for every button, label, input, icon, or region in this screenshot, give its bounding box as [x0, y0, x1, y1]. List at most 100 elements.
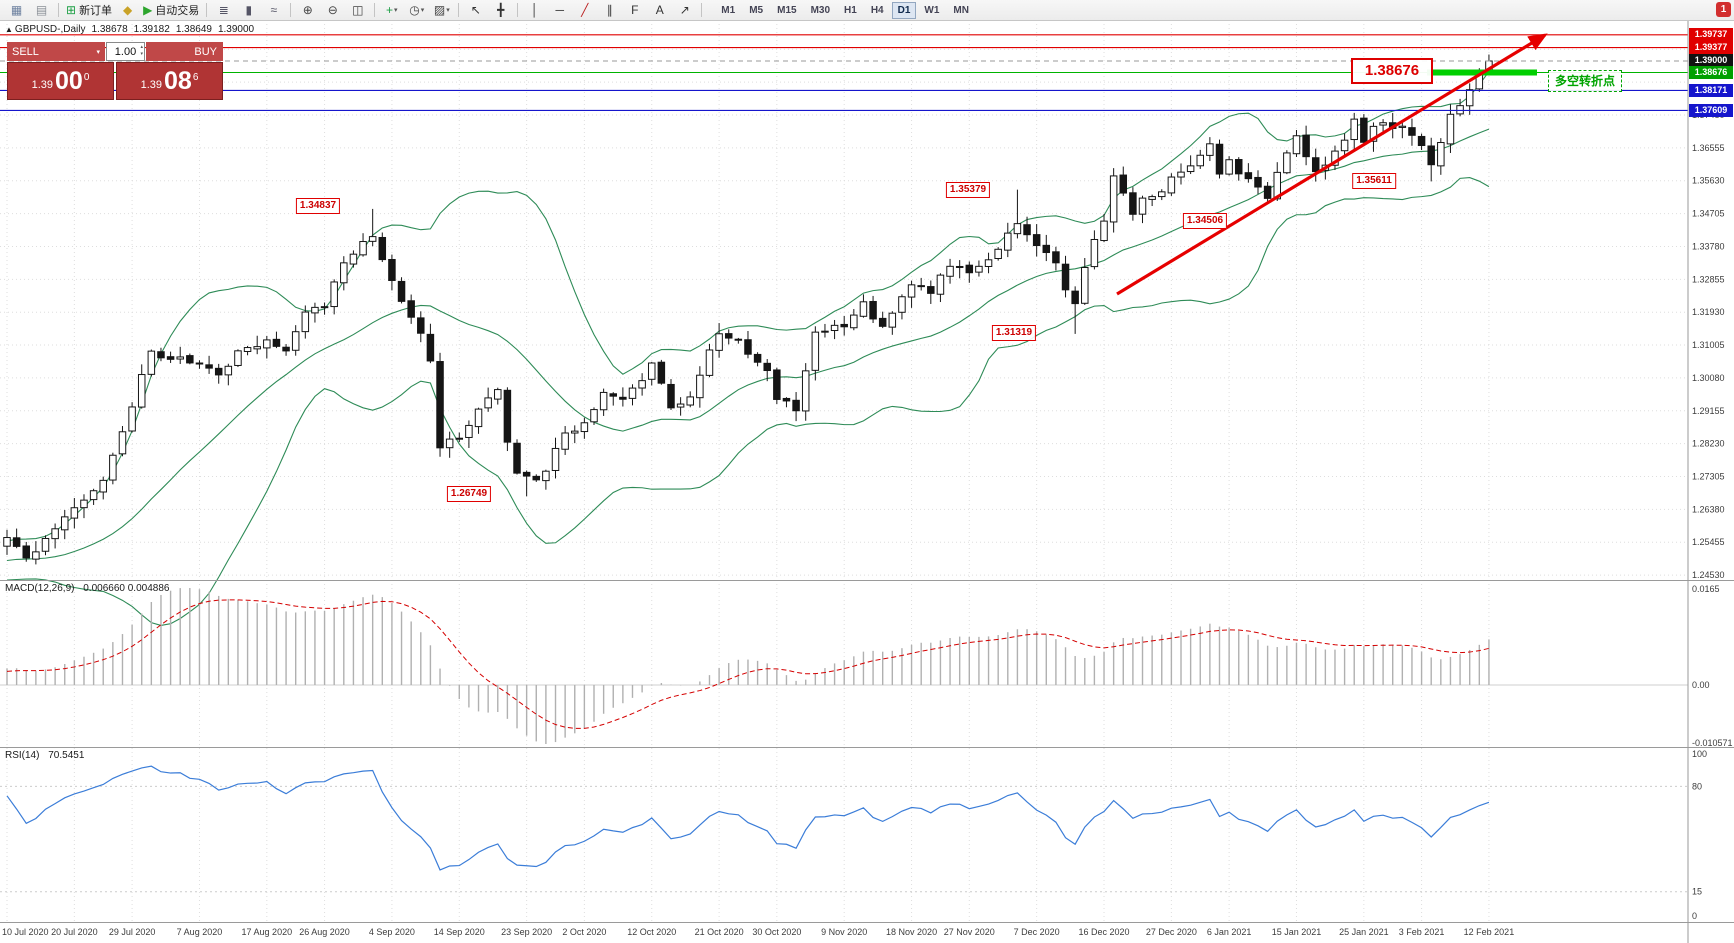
macd-axis-label: -0.010571	[1692, 738, 1733, 748]
price-axis-label: 1.31930	[1692, 307, 1725, 317]
vertical-line-button[interactable]: │	[522, 1, 547, 20]
price-axis-label: 1.31005	[1692, 340, 1725, 350]
spinner-down-icon[interactable]: ▾	[140, 51, 143, 57]
buy-label[interactable]: BUY	[146, 42, 223, 61]
timeframe-mn-button[interactable]: MN	[953, 4, 969, 16]
macd-name: MACD(12,26,9)	[5, 583, 75, 594]
chart-line-button[interactable]: ≈	[261, 1, 286, 20]
price-annotation[interactable]: 1.31319	[991, 325, 1037, 341]
rsi-value: 70.5451	[48, 750, 85, 761]
bollinger-band-line	[6, 176, 1490, 626]
tile-windows-button[interactable]: ◫	[345, 1, 370, 20]
zoom-in-button[interactable]: ⊕	[295, 1, 320, 20]
timeframe-m1-button[interactable]: M1	[721, 4, 736, 16]
symbol-title: GBPUSD-,Daily	[14, 24, 86, 35]
arrows-icon: ↗	[679, 3, 690, 17]
date-axis-label: 29 Jul 2020	[109, 927, 156, 937]
metaeditor-button[interactable]: ◆	[115, 1, 140, 20]
chart-bars-button[interactable]: ≣	[211, 1, 236, 20]
volume-input[interactable]: 1.00 ▴ ▾	[106, 42, 145, 61]
macd-axis-label: 0.0165	[1692, 584, 1720, 594]
volume-value: 1.00	[114, 45, 137, 58]
turning-point-label[interactable]: 多空转折点	[1548, 70, 1623, 92]
date-axis-label: 2 Oct 2020	[562, 927, 606, 937]
fibonacci-button[interactable]: F	[622, 1, 647, 20]
sell-price-fraction: 0	[83, 71, 90, 83]
indicators-icon: +	[386, 3, 394, 17]
timeframe-m5-button[interactable]: M5	[749, 4, 764, 16]
indicators-button[interactable]: + ▾	[379, 1, 404, 20]
text-button[interactable]: A	[647, 1, 672, 20]
new-order-button[interactable]: ⊞ 新订单	[63, 1, 115, 20]
text-icon: A	[655, 3, 664, 17]
horizontal-line-button[interactable]: ─	[547, 1, 572, 20]
one-click-trading-widget: SELL ▾ 1.00 ▴ ▾ BUY 1.39 00 0 1.39 08 6	[7, 42, 223, 100]
price-annotation[interactable]: 1.34837	[295, 198, 341, 214]
trend-arrow[interactable]	[1116, 33, 1548, 296]
zoom-out-button[interactable]: ⊖	[320, 1, 345, 20]
price-annotation[interactable]: 1.35379	[945, 182, 991, 198]
trendline-button[interactable]: ╱	[572, 1, 597, 20]
timeframe-m15-button[interactable]: M15	[777, 4, 797, 16]
notification-badge[interactable]: 1	[1716, 2, 1731, 17]
date-axis-label: 27 Nov 2020	[944, 927, 995, 937]
resistance-price-label[interactable]: 1.38676	[1351, 58, 1433, 84]
crosshair-button[interactable]: ╋	[488, 1, 513, 20]
toolbar-separator	[374, 3, 376, 17]
sell-button[interactable]: 1.39 00 0	[7, 62, 114, 100]
price-axis-label: 1.26380	[1692, 504, 1725, 514]
timeframe-h1-button[interactable]: H1	[844, 4, 857, 16]
indicator-layer	[0, 71, 1688, 893]
bollinger-band-line	[6, 71, 1490, 542]
autotrading-button[interactable]: ▶ 自动交易	[140, 1, 202, 20]
price-annotation[interactable]: 1.34506	[1182, 213, 1228, 229]
toolbar-separator	[290, 3, 292, 17]
date-axis-label: 27 Dec 2020	[1146, 927, 1197, 937]
templates-button[interactable]: ▨ ▾	[429, 1, 454, 20]
chart-candles-button[interactable]: ▮	[236, 1, 261, 20]
metaeditor-icon: ◆	[122, 3, 133, 17]
cursor-button[interactable]: ↖	[463, 1, 488, 20]
price-level-badge: 1.39737	[1689, 28, 1733, 42]
arrows-button[interactable]: ↗	[672, 1, 697, 20]
date-axis-label: 9 Nov 2020	[821, 927, 867, 937]
toolbar: ▦ ▤ ⊞ 新订单 ◆ ▶ 自动交易 ≣ ▮ ≈ ⊕ ⊖ ◫ + ▾ ◷ ▾ ▨ ▾ ↖ ╋ │ ─ ╱ ∥ F A ↗ M1 M5 M15…	[0, 0, 1734, 21]
timeframe-d1-button[interactable]: D1	[891, 1, 917, 19]
bollinger-band-line	[6, 128, 1490, 562]
templates-icon: ▨	[433, 3, 446, 17]
sell-price-whole: 1.39	[31, 79, 54, 91]
profiles-button[interactable]: ▤	[29, 1, 54, 20]
rsi-line	[6, 765, 1490, 871]
sell-price-pips: 00	[55, 66, 83, 95]
horizontal-line-icon: ─	[555, 3, 565, 17]
price-annotation[interactable]: 1.26749	[446, 486, 492, 502]
price-axis-label: 1.36555	[1692, 143, 1725, 153]
price-axis-label: 1.24530	[1692, 570, 1725, 580]
date-axis-label: 7 Dec 2020	[1014, 927, 1060, 937]
timeframe-w1-button[interactable]: W1	[924, 4, 940, 16]
date-axis-label: 12 Oct 2020	[627, 927, 676, 937]
trendline-icon: ╱	[581, 3, 589, 17]
periods-button[interactable]: ◷ ▾	[404, 1, 429, 20]
chart-line-icon: ≈	[270, 3, 278, 17]
sell-label[interactable]: SELL ▾	[7, 42, 105, 61]
chart-grid	[0, 20, 1688, 922]
channel-button[interactable]: ∥	[597, 1, 622, 20]
price-level-badge: 1.39377	[1689, 41, 1733, 55]
spinner-up-icon[interactable]: ▴	[140, 44, 143, 50]
volume-spinner[interactable]: ▴ ▾	[140, 44, 143, 58]
new-chart-button[interactable]: ▦	[4, 1, 29, 20]
date-axis-label: 16 Dec 2020	[1078, 927, 1129, 937]
chevron-down-icon: ▾	[96, 48, 100, 56]
price-annotation[interactable]: 1.35611	[1352, 173, 1396, 189]
timeframe-h4-button[interactable]: H4	[870, 4, 884, 16]
axis-labels: 10 Jul 2020 20 Jul 2020 29 Jul 2020 7 Aug 2…	[0, 20, 1734, 943]
toolbar-separator	[517, 3, 519, 17]
zoom-out-icon: ⊖	[327, 3, 338, 17]
timeframe-m30-button[interactable]: M30	[810, 4, 831, 16]
price-level-badge: 1.39000	[1689, 54, 1733, 68]
periods-icon: ◷	[409, 3, 420, 17]
vertical-line-icon: │	[531, 3, 539, 17]
buy-button[interactable]: 1.39 08 6	[116, 62, 223, 100]
